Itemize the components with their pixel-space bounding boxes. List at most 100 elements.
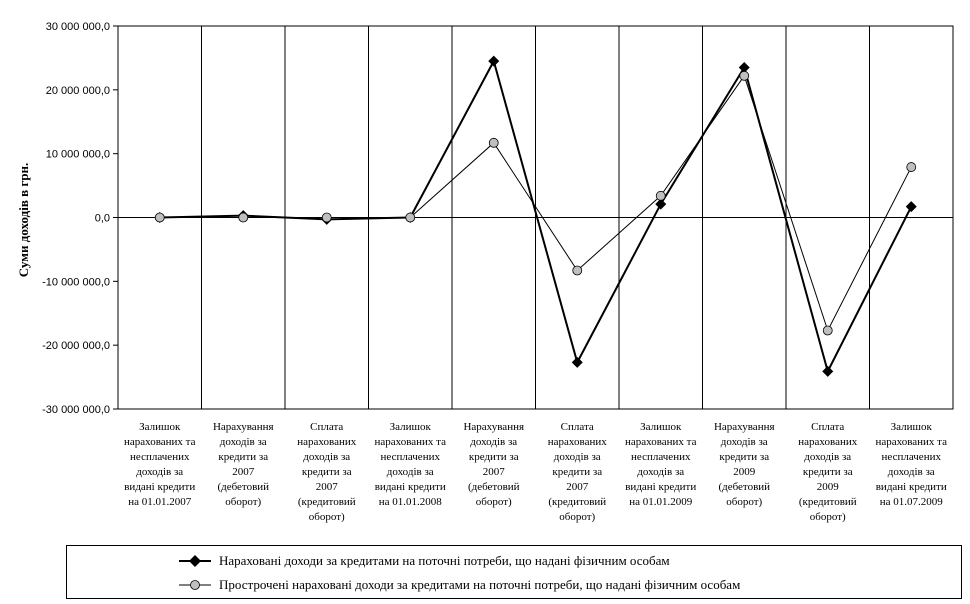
x-category-label-line: несплачених	[130, 451, 190, 463]
x-category-label-line: Нарахування	[713, 421, 775, 433]
x-category-label-line: Нарахування	[463, 421, 525, 433]
data-point-circle	[154, 212, 165, 223]
legend-label-series-1: Нараховані доходи за кредитами на поточн…	[219, 553, 670, 568]
data-point-circle	[321, 212, 332, 223]
y-axis-title: Суми доходів в грн.	[16, 162, 31, 278]
legend-circle-marker-icon	[179, 580, 211, 590]
legend-item-series-1: Нараховані доходи за кредитами на поточн…	[177, 551, 670, 571]
data-point-diamond	[822, 365, 834, 377]
x-category-label-line: 2007	[232, 466, 255, 478]
data-point-circle	[739, 70, 750, 81]
x-category-label-line: доходів за	[553, 451, 601, 463]
x-category-label-line: Сплата	[811, 421, 845, 433]
x-category-label-line: видані кредити	[124, 481, 196, 493]
x-category-label: Нарахування доходів за кредити за 2007 (дебе…	[200, 420, 286, 510]
data-point-circle	[906, 162, 917, 172]
x-category-label-line: несплачених	[881, 451, 941, 463]
x-category-label-line: нарахованих та	[624, 436, 697, 448]
x-category-label-line: оборот)	[809, 511, 846, 523]
data-point-diamond	[655, 198, 667, 210]
x-category-label-line: доходів за	[637, 466, 685, 478]
x-category-label: Сплата нарахованих доходів за кредити за 200…	[785, 420, 871, 525]
x-category-label-line: видані кредити	[374, 481, 446, 493]
x-category-label-line: доходів за	[470, 436, 518, 448]
x-category-label-line: Залишок	[640, 421, 682, 433]
y-tick-label: 10 000 000,0	[46, 149, 110, 161]
x-category-label-line: на 01.01.2007	[128, 496, 192, 508]
legend-label-series-2: Прострочені нараховані доходи за кредита…	[219, 577, 741, 592]
x-category-label-line: нарахованих та	[374, 436, 446, 448]
data-point-diamond	[571, 356, 583, 368]
x-category-label: Залишок нарахованих та несплачених доходів …	[618, 420, 704, 510]
x-category-label-line: Залишок	[389, 421, 431, 433]
legend: Нараховані доходи за кредитами на поточн…	[66, 545, 962, 599]
y-tick-label: -30 000 000,0	[42, 404, 110, 416]
x-category-label-line: оборот)	[475, 496, 512, 508]
y-tick-label: 20 000 000,0	[46, 85, 110, 97]
x-category-label: Залишок нарахованих та несплачених доходів …	[117, 420, 203, 510]
x-category-label-line: 2007	[482, 466, 505, 478]
x-category-label-line: доходів за	[303, 451, 351, 463]
x-category-label-line: 2007	[315, 481, 338, 493]
y-tick-label: -20 000 000,0	[42, 340, 110, 352]
x-category-label-line: Нарахування	[212, 421, 274, 433]
data-point-circle	[572, 265, 583, 276]
x-category-label-line: кредити за	[301, 466, 352, 478]
x-category-label-line: 2007	[566, 481, 589, 493]
x-category-label-line: видані кредити	[625, 481, 697, 493]
y-tick-label: 30 000 000,0	[46, 21, 110, 33]
x-category-label-line: 2009	[816, 481, 839, 493]
x-category-label-line: (кредитовий	[548, 496, 607, 508]
x-category-label-line: Сплата	[560, 421, 594, 433]
x-category-label-line: доходів за	[136, 466, 184, 478]
x-category-label-line: Залишок	[890, 421, 932, 433]
x-category-label-line: нарахованих та	[123, 436, 196, 448]
x-category-label-line: на 01.07.2009	[879, 496, 943, 508]
x-category-label-line: кредити за	[552, 466, 603, 478]
x-category-label-line: доходів за	[887, 466, 935, 478]
x-category-label-line: (дебетовий	[467, 481, 520, 493]
x-category-label-line: (дебетовий	[217, 481, 270, 493]
x-category-label: Залишок нарахованих та несплачених доходів …	[868, 420, 954, 510]
x-category-label-line: (кредитовий	[798, 496, 857, 508]
y-tick-label: 0,0	[95, 213, 110, 225]
data-point-diamond	[738, 61, 750, 73]
x-category-label-line: доходів за	[804, 451, 852, 463]
x-category-label: Сплата нарахованих доходів за кредити за 200…	[284, 420, 370, 525]
series-line-2	[159, 74, 912, 332]
x-category-label-line: оборот)	[726, 496, 763, 508]
x-category-label-line: кредити за	[218, 451, 269, 463]
x-category-label-line: несплачених	[631, 451, 691, 463]
data-point-circle	[238, 212, 249, 223]
x-category-label-line: кредити за	[719, 451, 770, 463]
x-category-label-line: доходів за	[219, 436, 267, 448]
x-category-label-line: нарахованих та	[875, 436, 947, 448]
x-category-label-line: (дебетовий	[718, 481, 771, 493]
x-category-label-line: оборот)	[559, 511, 596, 523]
data-point-circle	[405, 212, 416, 223]
data-point-diamond	[488, 55, 500, 67]
data-point-circle	[822, 325, 833, 336]
legend-diamond-marker-icon	[179, 555, 211, 567]
x-category-label-line: кредити за	[802, 466, 853, 478]
x-category-label-line: нарахованих	[547, 436, 607, 448]
data-point-circle	[655, 190, 666, 201]
x-category-label-line: Сплата	[310, 421, 344, 433]
x-category-label: Нарахування доходів за кредити за 2007 (дебе…	[451, 420, 537, 510]
y-tick-label: -10 000 000,0	[42, 276, 110, 288]
x-category-label: Нарахування доходів за кредити за 2009 (дебе…	[701, 420, 787, 510]
x-category-label-line: оборот)	[308, 511, 345, 523]
y-axis-title-wrap: Суми доходів в грн.	[10, 90, 38, 350]
x-category-label-line: Залишок	[139, 421, 181, 433]
x-category-label-line: нарахованих	[798, 436, 858, 448]
x-category-label-line: на 01.01.2008	[378, 496, 442, 508]
x-category-label: Сплата нарахованих доходів за кредити за 200…	[534, 420, 620, 525]
x-category-label-line: несплачених	[380, 451, 440, 463]
x-category-label-line: оборот)	[225, 496, 262, 508]
x-category-label-line: на 01.01.2009	[629, 496, 693, 508]
x-category-label: Залишок нарахованих та несплачених доходів …	[367, 420, 453, 510]
legend-item-series-2: Прострочені нараховані доходи за кредита…	[177, 575, 740, 595]
x-category-label-line: (кредитовий	[297, 496, 356, 508]
x-category-label-line: 2009	[733, 466, 756, 478]
